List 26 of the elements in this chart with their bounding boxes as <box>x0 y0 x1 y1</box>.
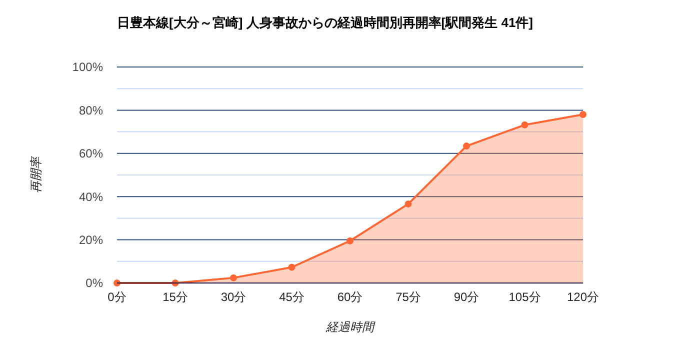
x-tick-label: 60分 <box>337 290 363 304</box>
point <box>404 200 412 208</box>
y-tick-label: 100% <box>72 60 104 74</box>
point <box>463 142 470 150</box>
y-tick-label: 20% <box>78 233 104 247</box>
y-tick-label: 40% <box>78 190 104 204</box>
point <box>230 274 237 282</box>
point <box>521 121 528 128</box>
x-tick-label: 30分 <box>220 290 246 304</box>
y-tick-label: 80% <box>78 103 104 118</box>
chart-title: 日豊本線[大分～宮崎] 人身事故からの経過時間別再開率[駅間発生 41件] <box>117 15 533 30</box>
point <box>580 111 586 118</box>
x-tick-label: 120分 <box>566 290 600 304</box>
x-tick-label: 0分 <box>108 290 126 304</box>
x-tick-label: 15分 <box>162 290 188 304</box>
y-axis-title: 再開率 <box>29 155 43 193</box>
y-tick-label: 60% <box>78 146 104 161</box>
x-tick-label: 45分 <box>279 290 304 304</box>
y-tick-label: 0% <box>86 276 104 290</box>
x-axis-title: 経過時間 <box>325 320 376 334</box>
x-tick-label: 75分 <box>396 290 421 304</box>
x-tick-label: 105分 <box>508 290 541 304</box>
point <box>288 264 296 271</box>
x-tick-label: 90分 <box>454 290 480 304</box>
point <box>114 280 120 286</box>
point <box>346 237 354 244</box>
